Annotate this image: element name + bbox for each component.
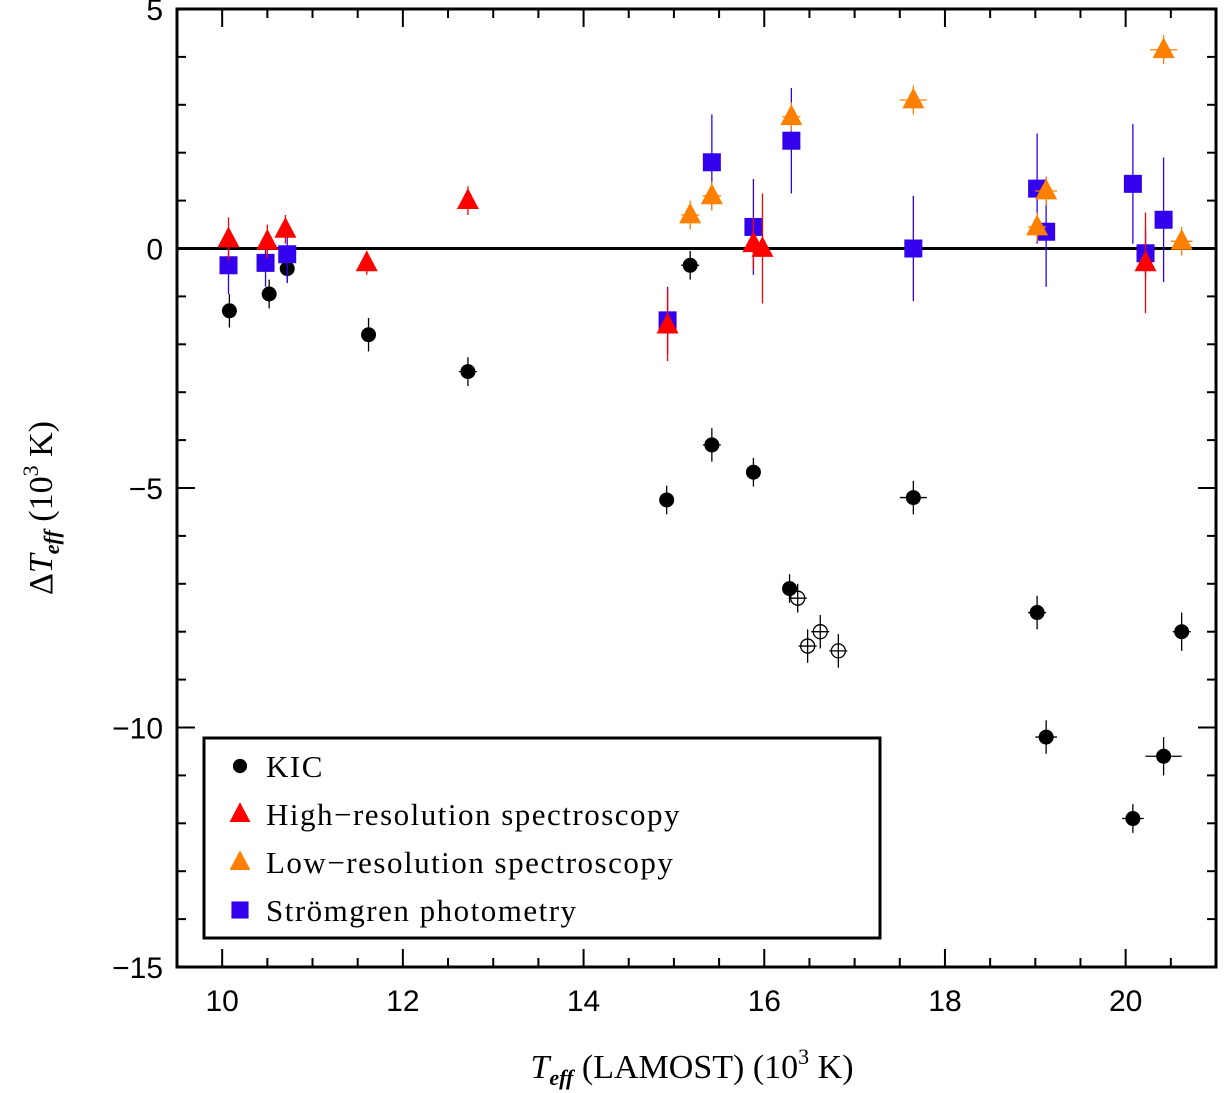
data-point xyxy=(905,490,921,506)
data-point xyxy=(460,364,476,380)
x-axis-title: Teff (LAMOST) (103 K) xyxy=(530,1044,853,1090)
data-point xyxy=(1029,605,1045,621)
series-kic-open- xyxy=(788,583,848,668)
x-tick-label: 12 xyxy=(386,985,419,1018)
data-point xyxy=(782,131,801,150)
tick-labels: 10 12 14 16 18 20 −15 −10 −5 0 5 xyxy=(112,0,1142,1018)
data-point xyxy=(1026,214,1049,236)
data-point xyxy=(780,104,803,126)
x-tick-label: 10 xyxy=(205,985,238,1018)
plot-frame xyxy=(175,7,1218,969)
legend-label: Low−resolution spectroscopy xyxy=(266,845,674,880)
x-tick-label: 16 xyxy=(748,985,781,1018)
data-point xyxy=(812,624,828,640)
legend-label: KIC xyxy=(266,749,324,784)
data-point xyxy=(1156,748,1172,764)
data-point xyxy=(256,253,275,272)
data-point xyxy=(830,643,846,659)
legend-box xyxy=(202,736,882,940)
data-marks xyxy=(217,35,1193,833)
data-point xyxy=(656,312,679,334)
x-tick-label: 18 xyxy=(928,985,961,1018)
data-point xyxy=(1125,811,1141,827)
data-point xyxy=(256,228,279,250)
data-point xyxy=(745,464,761,480)
data-point xyxy=(682,257,698,273)
y-tick-label: 5 xyxy=(146,0,163,27)
y-tick-label: −10 xyxy=(112,713,163,746)
data-point xyxy=(1154,210,1173,229)
data-point xyxy=(221,303,237,319)
data-point xyxy=(679,202,702,224)
data-point xyxy=(1170,228,1193,250)
data-point xyxy=(1038,729,1054,745)
data-point xyxy=(1035,178,1058,200)
data-point xyxy=(355,250,378,272)
y-tick-label: −15 xyxy=(112,952,163,985)
series-low-resolution-spectroscopy xyxy=(679,35,1193,256)
data-point xyxy=(751,236,774,257)
data-point xyxy=(1134,250,1157,272)
legend-label: High−resolution spectroscopy xyxy=(266,797,681,832)
legend-marker xyxy=(229,850,251,870)
data-point xyxy=(702,153,721,172)
data-point xyxy=(1123,174,1142,193)
legend-marker xyxy=(231,901,249,919)
data-point xyxy=(790,590,806,606)
legend-marker xyxy=(232,758,248,774)
data-point xyxy=(799,638,816,654)
legend-label: Strömgren photometry xyxy=(266,893,578,928)
series-kic xyxy=(221,250,1191,833)
legend: KIC High−resolution spectroscopy Low−resol… xyxy=(202,736,882,940)
legend-marker xyxy=(229,802,251,822)
data-point xyxy=(659,492,675,508)
data-point xyxy=(904,239,923,258)
y-tick-label: −5 xyxy=(129,473,163,506)
y-axis-title: ΔTeff (103 K) xyxy=(18,421,64,595)
data-point xyxy=(1152,37,1175,59)
x-tick-label: 20 xyxy=(1109,985,1142,1018)
data-point xyxy=(361,327,377,343)
y-tick-label: 0 xyxy=(146,234,163,267)
data-point xyxy=(278,245,297,264)
data-point xyxy=(700,183,723,205)
data-point xyxy=(219,256,238,275)
data-point xyxy=(704,437,720,453)
data-point xyxy=(274,216,297,238)
data-point xyxy=(217,226,240,248)
x-tick-label: 14 xyxy=(567,985,600,1018)
data-point xyxy=(1174,624,1190,640)
data-point xyxy=(456,188,479,209)
data-point xyxy=(782,581,798,597)
series-high-resolution-spectroscopy xyxy=(217,186,1157,362)
data-point xyxy=(261,286,277,302)
data-point xyxy=(902,87,925,109)
